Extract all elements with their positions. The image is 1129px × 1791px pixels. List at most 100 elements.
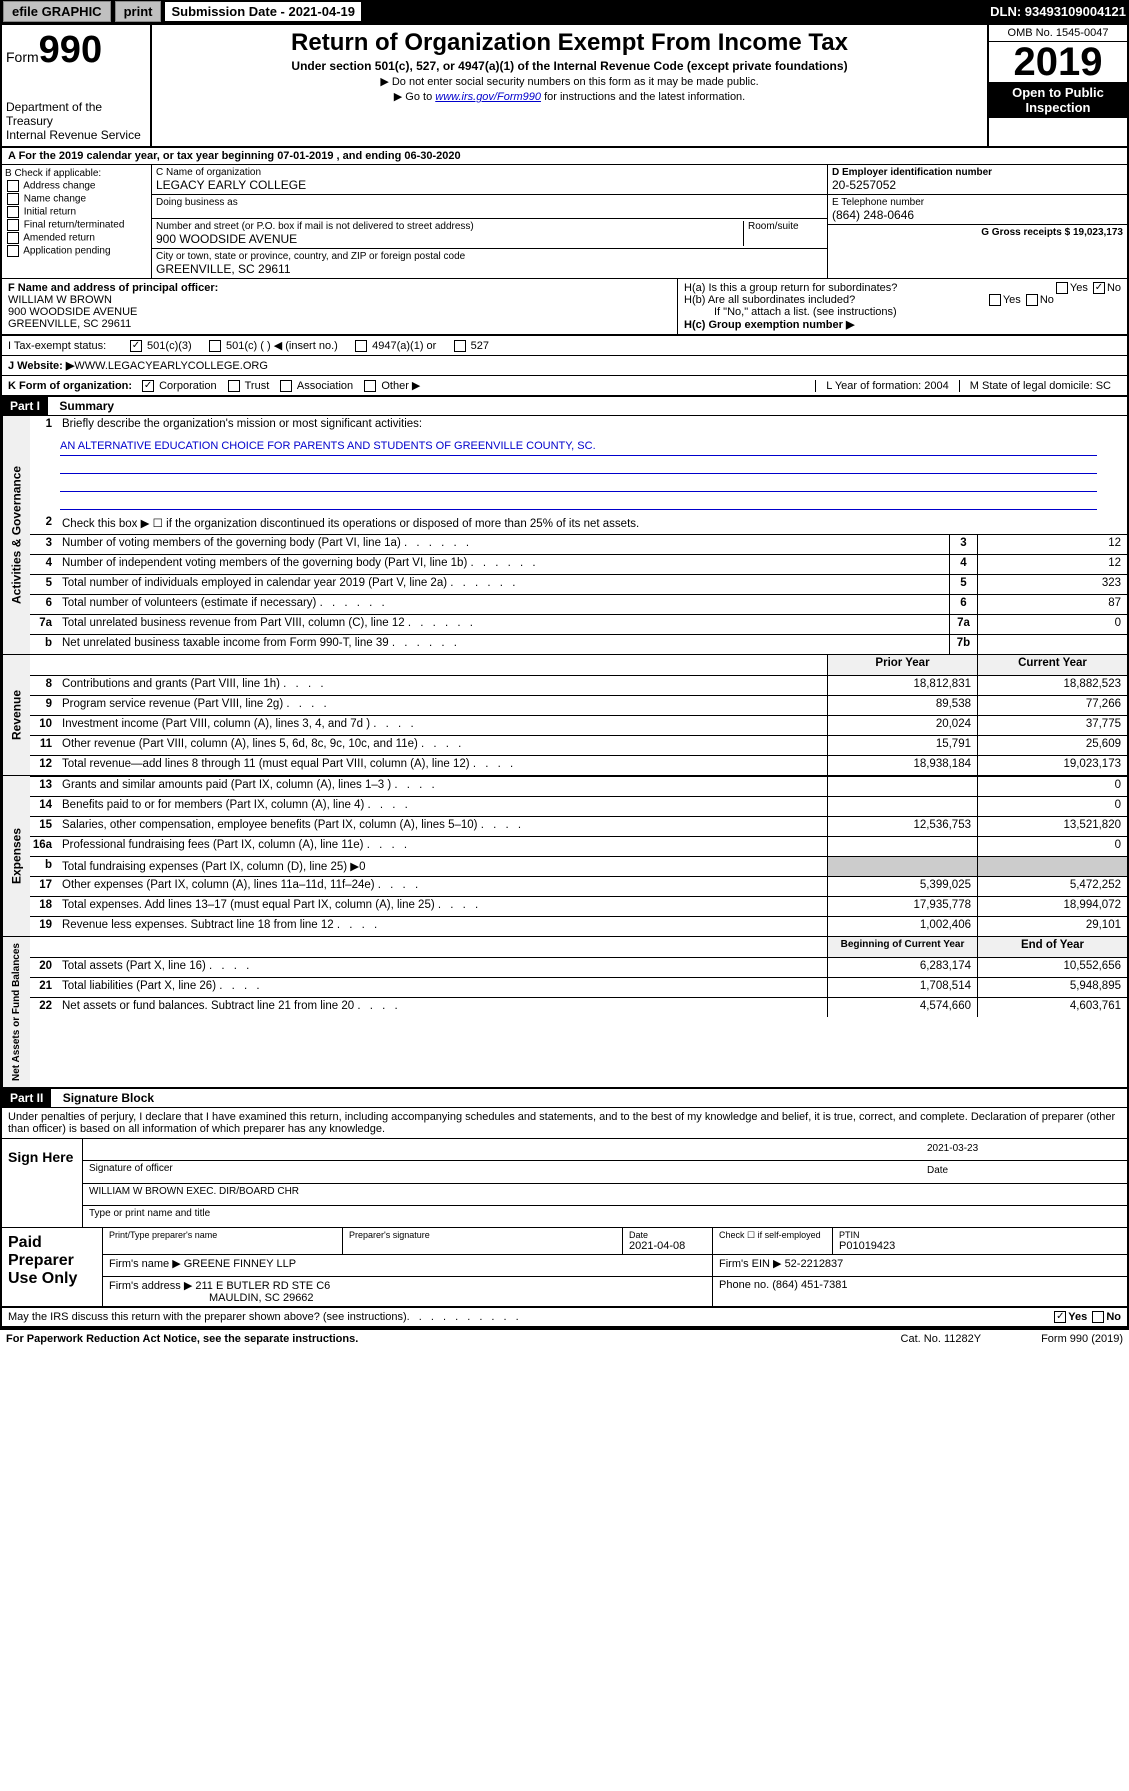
hb-label: H(b) Are all subordinates included?	[684, 294, 855, 306]
k-label: K Form of organization:	[8, 380, 132, 392]
firm-addr2: MAULDIN, SC 29662	[209, 1292, 314, 1304]
part1-title: Summary	[51, 397, 122, 415]
checkbox-application-pending[interactable]: Application pending	[5, 245, 148, 257]
date-label: Date	[921, 1163, 1121, 1181]
i-label: I Tax-exempt status:	[8, 340, 128, 352]
col-prior-year: Prior Year	[827, 655, 977, 675]
irs-link[interactable]: www.irs.gov/Form990	[435, 91, 541, 103]
org-form-opt[interactable]: Association	[278, 380, 362, 392]
summary-line: 15Salaries, other compensation, employee…	[30, 816, 1127, 836]
efile-button[interactable]: efile GRAPHIC	[3, 1, 111, 22]
submission-date: Submission Date - 2021-04-19	[165, 2, 361, 21]
perjury-statement: Under penalties of perjury, I declare th…	[2, 1108, 1127, 1139]
prep-sig-label: Preparer's signature	[349, 1230, 616, 1240]
e-phone-label: E Telephone number	[832, 197, 1123, 208]
yes-label: Yes	[1070, 282, 1088, 294]
prep-name-label: Print/Type preparer's name	[109, 1230, 336, 1240]
q2-label: Check this box ▶ ☐ if the organization d…	[58, 514, 1127, 534]
section-h: H(a) Is this a group return for subordin…	[677, 279, 1127, 334]
vtab-net-assets: Net Assets or Fund Balances	[9, 937, 24, 1087]
d-ein-label: D Employer identification number	[832, 167, 1123, 178]
sig-officer-label: Signature of officer	[89, 1163, 921, 1181]
checkbox-final-return-terminated[interactable]: Final return/terminated	[5, 219, 148, 231]
q1-label: Briefly describe the organization's miss…	[58, 416, 1127, 436]
ptin-label: PTIN	[839, 1230, 1121, 1240]
firm-addr-label: Firm's address ▶	[109, 1280, 192, 1292]
ha-no-checkbox[interactable]: ✓	[1093, 282, 1105, 294]
checkbox-address-change[interactable]: Address change	[5, 180, 148, 192]
phone-value: (864) 248-0646	[832, 208, 1123, 222]
summary-line: 9Program service revenue (Part VIII, lin…	[30, 695, 1127, 715]
summary-line: 19Revenue less expenses. Subtract line 1…	[30, 916, 1127, 936]
ein-value: 20-5257052	[832, 178, 1123, 192]
part2-header: Part II	[2, 1089, 51, 1107]
dept-treasury: Department of the Treasury	[6, 100, 146, 128]
org-form-opt[interactable]: ✓ Corporation	[140, 380, 226, 392]
open-public-2: Inspection	[1025, 100, 1090, 115]
summary-line: 7aTotal unrelated business revenue from …	[30, 614, 1127, 634]
summary-line: 8Contributions and grants (Part VIII, li…	[30, 675, 1127, 695]
section-f: F Name and address of principal officer:…	[2, 279, 677, 334]
hb-note: If "No," attach a list. (see instruction…	[684, 306, 1121, 318]
hb-no-checkbox[interactable]	[1026, 294, 1038, 306]
addr-label: Number and street (or P.O. box if mail i…	[156, 221, 743, 232]
summary-line: 17Other expenses (Part IX, column (A), l…	[30, 876, 1127, 896]
f-label: F Name and address of principal officer:	[8, 282, 218, 294]
discuss-no-checkbox[interactable]	[1092, 1311, 1104, 1323]
checkbox-amended-return[interactable]: Amended return	[5, 232, 148, 244]
form-number: 990	[39, 29, 102, 71]
dept-irs: Internal Revenue Service	[6, 128, 146, 142]
tax-status-opt[interactable]: 4947(a)(1) or	[353, 340, 452, 352]
summary-line: bNet unrelated business taxable income f…	[30, 634, 1127, 654]
goto-post: for instructions and the latest informat…	[541, 91, 745, 103]
dln-label: DLN: 93493109004121	[990, 4, 1126, 19]
org-city: GREENVILLE, SC 29611	[156, 262, 823, 276]
section-b-title: B Check if applicable:	[5, 168, 148, 179]
m-state-domicile: M State of legal domicile: SC	[959, 380, 1121, 392]
footer-paperwork: For Paperwork Reduction Act Notice, see …	[6, 1333, 358, 1345]
dba-label: Doing business as	[156, 197, 823, 208]
checkbox-name-change[interactable]: Name change	[5, 193, 148, 205]
tax-status-opt[interactable]: 501(c) ( ) ◀ (insert no.)	[207, 340, 353, 352]
vtab-governance: Activities & Governance	[8, 460, 26, 610]
org-form-opt[interactable]: Other ▶	[362, 380, 426, 392]
footer-form-ref: Form 990 (2019)	[1041, 1333, 1123, 1345]
hc-label: H(c) Group exemption number ▶	[684, 319, 854, 331]
mission-blank-2	[60, 476, 1097, 492]
officer-name: WILLIAM W BROWN	[8, 294, 671, 306]
mission-text: AN ALTERNATIVE EDUCATION CHOICE FOR PARE…	[60, 440, 1097, 456]
firm-phone: (864) 451-7381	[772, 1279, 847, 1291]
tax-status-opt[interactable]: ✓ 501(c)(3)	[128, 340, 207, 352]
summary-line: 21Total liabilities (Part X, line 26) . …	[30, 977, 1127, 997]
goto-pre: ▶ Go to	[394, 91, 435, 103]
part1-header: Part I	[2, 397, 48, 415]
col-end-year: End of Year	[977, 937, 1127, 957]
city-label: City or town, state or province, country…	[156, 251, 823, 262]
part2-title: Signature Block	[55, 1089, 162, 1107]
summary-line: 14Benefits paid to or for members (Part …	[30, 796, 1127, 816]
summary-line: 12Total revenue—add lines 8 through 11 (…	[30, 755, 1127, 775]
section-b: B Check if applicable: Address change Na…	[2, 165, 152, 278]
summary-line: 18Total expenses. Add lines 13–17 (must …	[30, 896, 1127, 916]
ha-yes-checkbox[interactable]	[1056, 282, 1068, 294]
firm-phone-label: Phone no.	[719, 1279, 769, 1291]
summary-line: 16aProfessional fundraising fees (Part I…	[30, 836, 1127, 856]
hb-yes-checkbox[interactable]	[989, 294, 1001, 306]
form-subtitle: Under section 501(c), 527, or 4947(a)(1)…	[156, 59, 983, 73]
paid-preparer-label: Paid Preparer Use Only	[2, 1228, 102, 1306]
checkbox-initial-return[interactable]: Initial return	[5, 206, 148, 218]
tax-year: 2019	[989, 42, 1127, 82]
org-form-opt[interactable]: Trust	[226, 380, 279, 392]
yes-label-2: Yes	[1003, 294, 1021, 306]
summary-line: 13Grants and similar amounts paid (Part …	[30, 776, 1127, 796]
tax-status-opt[interactable]: 527	[452, 340, 502, 352]
website-value: WWW.LEGACYEARLYCOLLEGE.ORG	[74, 360, 268, 372]
discuss-yes-checkbox[interactable]: ✓	[1054, 1311, 1066, 1323]
vtab-expenses: Expenses	[8, 822, 26, 890]
col-current-year: Current Year	[977, 655, 1127, 675]
summary-line: 6Total number of volunteers (estimate if…	[30, 594, 1127, 614]
summary-line: 11Other revenue (Part VIII, column (A), …	[30, 735, 1127, 755]
print-button[interactable]: print	[115, 1, 162, 22]
discuss-no-label: No	[1106, 1311, 1121, 1323]
form-note-1: ▶ Do not enter social security numbers o…	[156, 75, 983, 88]
